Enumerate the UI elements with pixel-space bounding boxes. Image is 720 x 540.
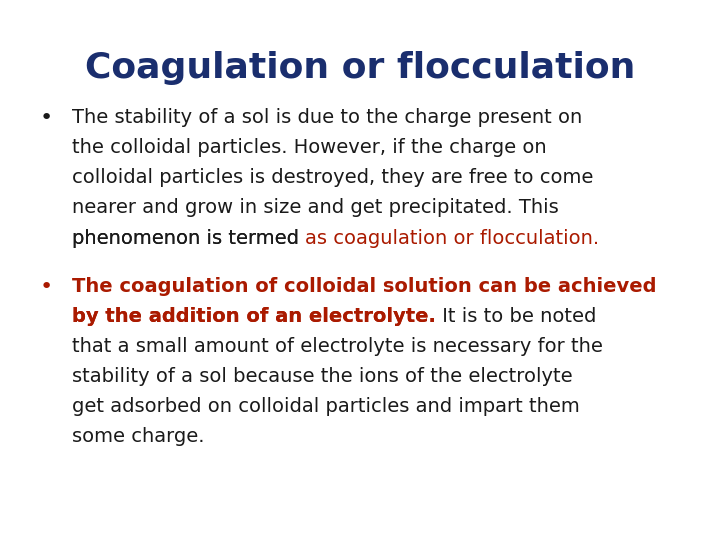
Text: that a small amount of electrolyte is necessary for the: that a small amount of electrolyte is ne… xyxy=(72,337,603,356)
Text: as coagulation or flocculation.: as coagulation or flocculation. xyxy=(305,228,599,247)
Text: by the addition of an electrolyte.: by the addition of an electrolyte. xyxy=(72,307,436,326)
Text: by the addition of an electrolyte.: by the addition of an electrolyte. xyxy=(72,307,436,326)
Text: stability of a sol because the ions of the electrolyte: stability of a sol because the ions of t… xyxy=(72,367,572,386)
Text: phenomenon is termed: phenomenon is termed xyxy=(72,228,305,247)
Text: phenomenon is termed: phenomenon is termed xyxy=(72,228,305,247)
Text: Coagulation or flocculation: Coagulation or flocculation xyxy=(85,51,635,85)
Text: nearer and grow in size and get precipitated. This: nearer and grow in size and get precipit… xyxy=(72,198,559,218)
Text: colloidal particles is destroyed, they are free to come: colloidal particles is destroyed, they a… xyxy=(72,168,593,187)
Text: some charge.: some charge. xyxy=(72,428,204,447)
Text: The stability of a sol is due to the charge present on: The stability of a sol is due to the cha… xyxy=(72,108,582,127)
Text: the colloidal particles. However, if the charge on: the colloidal particles. However, if the… xyxy=(72,138,546,157)
Text: It is to be noted: It is to be noted xyxy=(436,307,596,326)
Text: get adsorbed on colloidal particles and impart them: get adsorbed on colloidal particles and … xyxy=(72,397,580,416)
Text: •: • xyxy=(40,277,53,297)
Text: The coagulation of colloidal solution can be achieved: The coagulation of colloidal solution ca… xyxy=(72,277,657,296)
Text: •: • xyxy=(40,108,53,128)
